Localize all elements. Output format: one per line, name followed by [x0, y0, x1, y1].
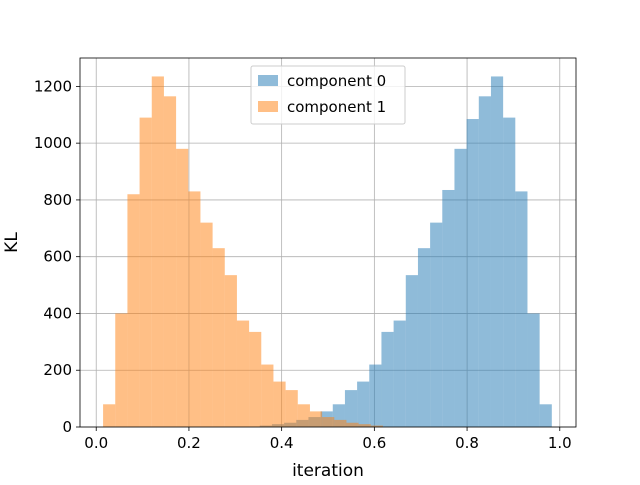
x-tick-label: 0.0: [84, 434, 108, 452]
bar-component-0-bin-9: [369, 364, 382, 427]
x-tick-label: 0.2: [177, 434, 201, 452]
bar-component-1-bin-2: [127, 194, 140, 427]
y-tick-label: 1000: [34, 134, 72, 152]
bar-component-0-bin-18: [478, 96, 491, 428]
bar-component-1-bin-4: [151, 76, 164, 427]
bar-component-1-bin-7: [188, 191, 201, 427]
bar-component-1-bin-18: [322, 417, 335, 427]
bar-component-1-bin-3: [139, 117, 152, 427]
y-tick-label: 0: [62, 418, 72, 436]
bar-component-1-bin-12: [249, 331, 262, 427]
bar-component-0-bin-19: [490, 76, 504, 427]
bar-component-0-bin-7: [344, 390, 358, 427]
bar-component-1-bin-0: [103, 404, 116, 427]
bar-component-1-bin-16: [297, 404, 310, 427]
bar-component-1-bin-8: [200, 222, 213, 427]
bar-component-0-bin-16: [454, 148, 467, 428]
bar-component-1-bin-22: [370, 425, 383, 427]
bar-component-0-bin-21: [515, 191, 528, 427]
bar-component-1-bin-9: [212, 248, 225, 427]
bar-component-1-bin-17: [309, 411, 323, 427]
x-tick-label: 0.8: [455, 434, 479, 452]
legend: component 0 component 1: [250, 65, 406, 125]
legend-swatch-component-1: [258, 101, 278, 112]
bar-component-1-bin-14: [273, 381, 286, 427]
x-tick-label: 1.0: [548, 434, 572, 452]
x-axis-label: iteration: [292, 461, 364, 480]
bar-component-1-bin-13: [261, 364, 274, 427]
bar-component-1-bin-21: [358, 424, 371, 427]
x-tick-label: 0.6: [362, 434, 386, 452]
legend-swatch-component-0: [258, 75, 278, 86]
bar-component-1-bin-15: [285, 390, 298, 427]
x-tick-label: 0.4: [270, 434, 294, 452]
bar-component-0-bin-8: [357, 381, 370, 427]
bar-component-0-bin-12: [405, 275, 418, 427]
y-tick-label: 400: [43, 304, 72, 322]
bar-component-0-bin-14: [430, 222, 443, 427]
bar-component-0-bin-13: [417, 248, 431, 427]
bar-component-0-bin-17: [466, 119, 479, 428]
bar-component-1-bin-19: [334, 419, 347, 427]
legend-label-component-0: component 0: [287, 72, 386, 90]
plot-frame: [79, 57, 577, 428]
y-axis-label: KL: [2, 232, 22, 253]
bars-layer: [103, 76, 552, 428]
bar-component-1-bin-5: [163, 96, 177, 428]
y-tick-label: 800: [43, 191, 72, 209]
bar-component-0-bin-23: [539, 404, 552, 427]
ticks-layer: 0.0 0.2 0.4 0.6 0.8 1.0 0 200 400 600 800 1000 1200: [34, 77, 572, 452]
bar-component-1-bin-20: [346, 422, 359, 427]
bar-component-1-bin-10: [224, 275, 237, 427]
bar-component-0-bin-15: [442, 189, 455, 427]
y-tick-label: 1200: [34, 77, 72, 95]
bar-component-0-bin-10: [381, 331, 394, 427]
bar-component-1-bin-11: [236, 320, 250, 427]
y-tick-label: 200: [43, 361, 72, 379]
bar-component-0-bin-11: [393, 320, 406, 427]
bar-component-1-bin-1: [115, 313, 128, 427]
bar-component-1-bin-6: [176, 148, 189, 428]
legend-label-component-1: component 1: [287, 98, 386, 116]
bar-component-0-bin-22: [527, 313, 540, 427]
legend-box: [250, 65, 406, 125]
y-tick-label: 600: [43, 248, 72, 266]
bar-component-0-bin-20: [503, 117, 516, 427]
